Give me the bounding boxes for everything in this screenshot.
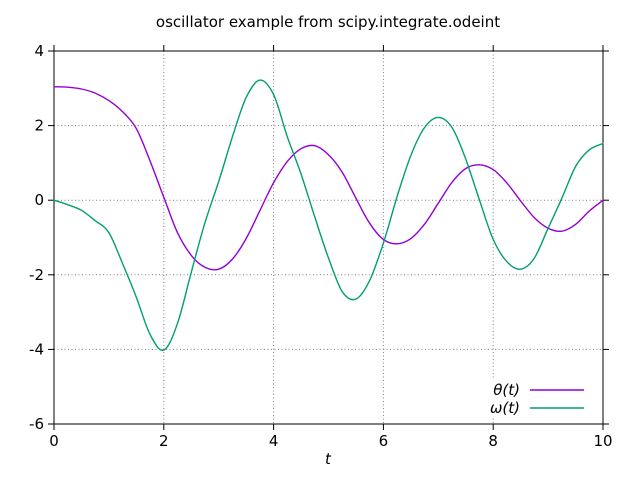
x-axis-label: t xyxy=(325,450,332,468)
legend: θ(t) ω(t) xyxy=(450,378,602,418)
y-tick-label: 0 xyxy=(34,191,44,209)
legend-entry-theta: θ(t) xyxy=(493,381,584,399)
y-tick-label: 2 xyxy=(34,117,44,135)
gridlines xyxy=(54,51,603,424)
chart-title: oscillator example from scipy.integrate.… xyxy=(156,13,500,31)
axis-ticks xyxy=(48,45,609,430)
x-tick-label: 10 xyxy=(593,432,612,450)
legend-label-omega: ω(t) xyxy=(490,399,520,417)
curves xyxy=(53,79,604,352)
legend-background xyxy=(450,378,602,418)
x-tick-label: 2 xyxy=(159,432,169,450)
y-tick-label: -6 xyxy=(29,415,44,433)
plot-border xyxy=(53,50,604,425)
theta-curve xyxy=(53,86,604,271)
x-tick-label: 8 xyxy=(488,432,498,450)
x-tick-label: 4 xyxy=(269,432,279,450)
y-tick-label: -2 xyxy=(29,266,44,284)
x-tick-label: 0 xyxy=(49,432,59,450)
x-tick-label: 6 xyxy=(379,432,389,450)
legend-label-theta: θ(t) xyxy=(493,381,520,399)
omega-curve xyxy=(53,79,604,352)
tick-labels: 0 2 4 6 8 10 4 2 0 -2 -4 -6 xyxy=(29,42,613,450)
legend-entry-omega: ω(t) xyxy=(490,399,584,417)
y-tick-label: -4 xyxy=(29,340,44,358)
y-tick-label: 4 xyxy=(34,42,44,60)
